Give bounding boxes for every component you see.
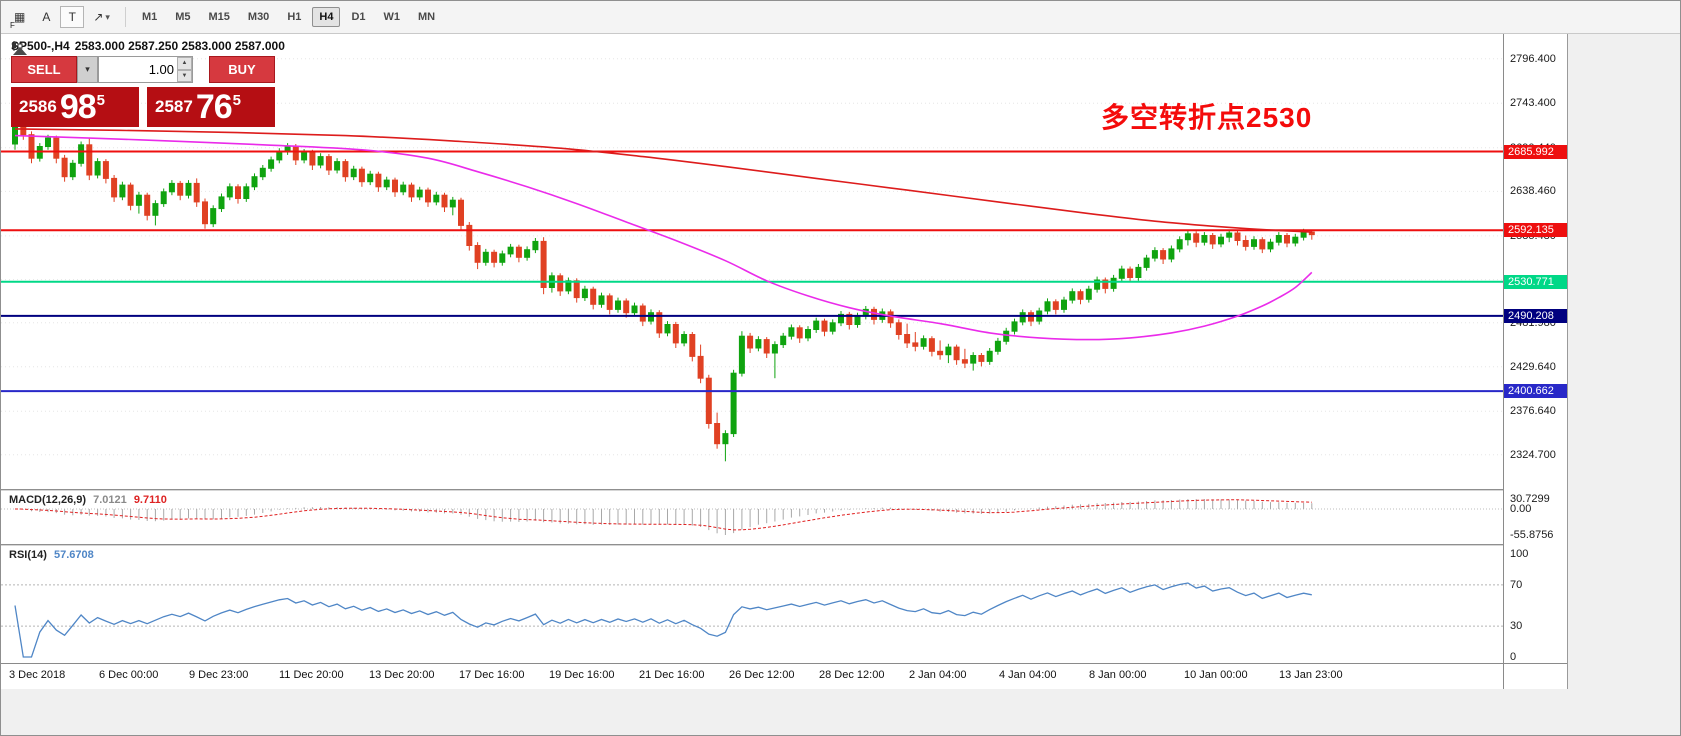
time-axis-label: 2 Jan 04:00 — [909, 669, 967, 681]
time-axis-label: 11 Dec 20:00 — [279, 669, 344, 681]
trade-panel-price-row: 2586 98 5 2587 76 5 — [11, 87, 279, 127]
rsi-pane-splitter[interactable] — [1, 544, 1567, 546]
trade-panel-controls-row: SELL ▾ ▲ ▼ BUY — [11, 56, 279, 83]
time-axis-label: 13 Dec 20:00 — [369, 669, 435, 681]
time-axis-label: 9 Dec 23:00 — [189, 669, 249, 681]
macd-main-value: 7.0121 — [93, 494, 127, 506]
macd-signal-value: 9.7110 — [133, 494, 167, 506]
buy-price-display[interactable]: 2587 76 5 — [147, 87, 275, 127]
timeframe-m1-button[interactable]: M1 — [135, 7, 164, 27]
rsi-scale-label: 30 — [1510, 620, 1523, 633]
workspace-background — [1568, 34, 1680, 735]
rsi-scale-label: 70 — [1510, 578, 1523, 591]
time-axis-label: 8 Jan 00:00 — [1089, 669, 1147, 681]
timeframe-mn-button[interactable]: MN — [411, 7, 442, 27]
macd-scale-label: -55.8756 — [1510, 529, 1554, 541]
price-scale-label: 2743.400 — [1510, 97, 1556, 110]
toolbar: ▦ F A T ↗ ▾ M1 M5 M15 M30 H1 H4 D1 W1 MN — [1, 1, 1680, 34]
one-click-trade-panel: SELL ▾ ▲ ▼ BUY 2586 98 5 258 — [11, 47, 279, 127]
time-axis-label: 28 Dec 12:00 — [819, 669, 885, 681]
rsi-pane-canvas[interactable] — [1, 546, 1503, 662]
price-tag: 2530.771 — [1504, 274, 1567, 289]
time-axis-label: 3 Dec 2018 — [9, 669, 66, 681]
volume-decrease-button[interactable]: ▼ — [177, 69, 192, 82]
time-axis-label: 17 Dec 16:00 — [459, 669, 525, 681]
toolbar-cursor-tool-button[interactable]: A — [34, 6, 58, 28]
macd-scale-label: 0.00 — [1510, 503, 1532, 515]
time-axis-label: 19 Dec 16:00 — [549, 669, 615, 681]
ohlc-values: 2583.000 2587.250 2583.000 2587.000 — [74, 39, 285, 53]
sell-button[interactable]: SELL — [11, 56, 77, 83]
timeframe-m15-button[interactable]: M15 — [202, 7, 237, 27]
chart-window: SP500-,H4 2583.000 2587.250 2583.000 258… — [1, 34, 1568, 689]
macd-pane-canvas[interactable] — [1, 491, 1503, 544]
price-scale-label: 2796.400 — [1510, 52, 1556, 65]
time-axis-label: 10 Jan 00:00 — [1184, 669, 1248, 681]
price-scale-label: 2429.640 — [1510, 360, 1556, 373]
macd-title: MACD(12,26,9) — [9, 494, 87, 506]
chart-ohlc-header: SP500-,H4 2583.000 2587.250 2583.000 258… — [11, 39, 285, 53]
toolbar-tools-group: ▦ F A T ↗ ▾ — [7, 6, 117, 30]
price-tag: 2685.992 — [1504, 144, 1567, 159]
price-tag: 2400.662 — [1504, 384, 1567, 399]
timeframe-m30-button[interactable]: M30 — [241, 7, 276, 27]
rsi-scale-label: 100 — [1510, 548, 1529, 560]
buy-button[interactable]: BUY — [209, 56, 275, 83]
buy-price-prefix: 2587 — [155, 97, 193, 116]
axis-corner — [1503, 663, 1567, 689]
time-axis-label: 6 Dec 00:00 — [99, 669, 159, 681]
volume-spinner: ▲ ▼ — [177, 57, 192, 82]
volume-dropdown-button[interactable]: ▾ — [77, 56, 98, 83]
timeframe-w1-button[interactable]: W1 — [377, 7, 408, 27]
sell-price-display[interactable]: 2586 98 5 — [11, 87, 139, 127]
collapse-trade-panel-button[interactable] — [13, 47, 27, 55]
price-chart-canvas[interactable] — [1, 34, 1503, 489]
price-scale[interactable]: 2796.4002743.4002690.4402638.4602585.480… — [1503, 34, 1567, 663]
toolbar-line-studies-button[interactable]: ↗ ▾ — [86, 6, 117, 28]
timeframe-h4-button[interactable]: H4 — [312, 7, 341, 27]
rsi-title: RSI(14) — [9, 549, 47, 561]
time-axis-label: 4 Jan 04:00 — [999, 669, 1057, 681]
chart-annotation: 多空转折点2530 — [1101, 102, 1313, 133]
time-axis-label: 21 Dec 16:00 — [639, 669, 705, 681]
time-axis[interactable]: 3 Dec 2018 6 Dec 00:00 9 Dec 23:00 11 Dec 2… — [1, 663, 1503, 689]
sell-price-pips: 98 — [59, 88, 97, 126]
time-axis-label: 13 Jan 23:00 — [1279, 669, 1343, 681]
timeframe-d1-button[interactable]: D1 — [344, 7, 372, 27]
toolbar-separator — [124, 7, 126, 27]
timeframe-h1-button[interactable]: H1 — [280, 7, 308, 27]
timeframe-m5-button[interactable]: M5 — [168, 7, 197, 27]
tool-badge: F — [10, 21, 15, 30]
price-scale-label: 2324.700 — [1510, 448, 1556, 461]
rsi-value: 57.6708 — [53, 549, 94, 561]
toolbar-text-tool-button[interactable]: T — [60, 6, 85, 28]
line-studies-icon: ↗ — [93, 10, 104, 24]
volume-field-wrap: ▲ ▼ — [98, 56, 193, 83]
chevron-down-icon: ▾ — [85, 64, 90, 74]
sell-price-prefix: 2586 — [19, 97, 57, 116]
macd-pane-splitter[interactable] — [1, 489, 1567, 491]
macd-label: MACD(12,26,9) 7.0121 9.7110 — [9, 494, 171, 506]
text-tool-icon: T — [68, 10, 77, 24]
volume-increase-button[interactable]: ▲ — [177, 57, 192, 70]
macd-scale-label: 30.7299 — [1510, 493, 1550, 505]
rsi-scale-label: 0 — [1510, 651, 1517, 663]
toolbar-chart-templates-button[interactable]: ▦ F — [7, 6, 32, 30]
price-tag: 2490.208 — [1504, 308, 1567, 323]
price-scale-label: 2638.460 — [1510, 185, 1556, 198]
rsi-label: RSI(14) 57.6708 — [9, 549, 98, 561]
buy-price-pips: 76 — [195, 88, 233, 126]
price-scale-label: 2376.640 — [1510, 405, 1556, 418]
buy-price-point: 5 — [232, 92, 241, 109]
chevron-down-icon: ▾ — [105, 11, 110, 22]
time-axis-label: 26 Dec 12:00 — [729, 669, 795, 681]
chart-templates-icon: ▦ — [14, 10, 26, 24]
sell-price-point: 5 — [96, 92, 105, 109]
cursor-tool-icon: A — [42, 10, 51, 24]
timeframe-button-group: M1 M5 M15 M30 H1 H4 D1 W1 MN — [134, 7, 443, 27]
price-tag: 2592.135 — [1504, 223, 1567, 238]
